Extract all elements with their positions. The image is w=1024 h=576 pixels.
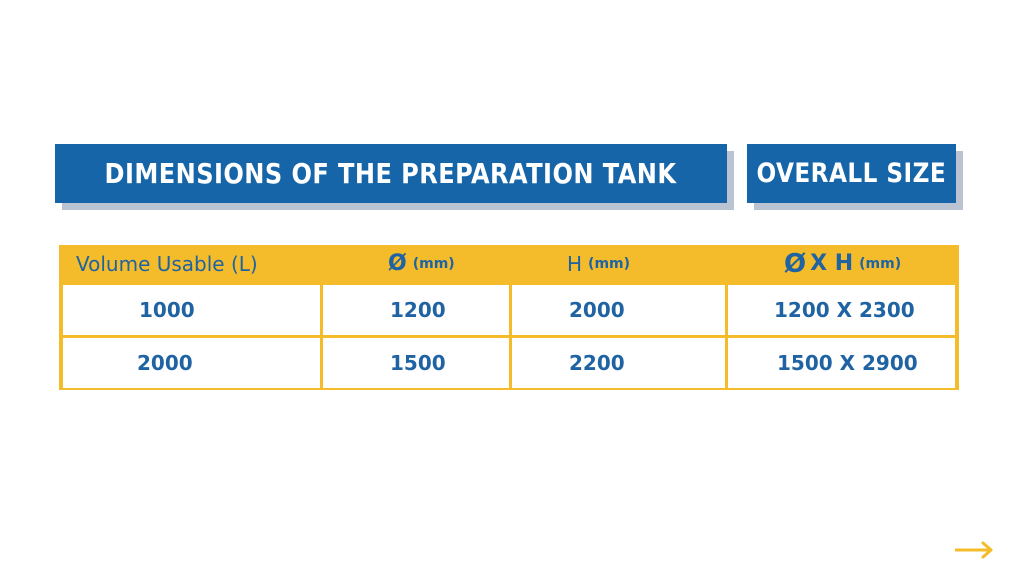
table-header: Volume Usable (L) Ø (mm) H (mm) Ø X H (m… [59,245,959,282]
cell-height: 2200 [512,338,725,388]
height-symbol: H [567,251,583,276]
cell-volume: 2000 [63,338,320,388]
cell-overall: 1500 X 2900 [728,338,955,388]
header-overall: Ø X H (mm) [784,245,901,282]
dimensions-table: Volume Usable (L) Ø (mm) H (mm) Ø X H (m… [59,245,959,390]
table-row: 1000 1200 2000 1200 X 2300 [59,285,959,335]
height-unit: (mm) [588,255,631,272]
table-row: 2000 1500 2200 1500 X 2900 [59,338,959,388]
header-volume: Volume Usable (L) [76,251,258,276]
page-title: DIMENSIONS OF THE PREPARATION TANK [105,157,677,190]
cell-height: 2000 [512,285,725,335]
cell-volume: 1000 [63,285,320,335]
header-diameter: Ø (mm) [388,245,455,282]
overall-size-banner: OVERALL SIZE [747,144,956,203]
overall-unit: (mm) [859,255,902,272]
arrow-right-icon[interactable] [955,541,995,559]
cell-diameter: 1200 [323,285,509,335]
overall-x-h: X H [810,251,854,276]
diameter-unit: (mm) [412,255,455,272]
cell-overall: 1200 X 2300 [728,285,955,335]
overall-size-title: OVERALL SIZE [756,158,947,189]
page-title-banner: DIMENSIONS OF THE PREPARATION TANK [55,144,727,203]
cell-diameter: 1500 [323,338,509,388]
header-height: H (mm) [567,245,630,282]
overall-diameter-symbol: Ø [784,248,807,279]
diameter-symbol: Ø [388,251,407,276]
